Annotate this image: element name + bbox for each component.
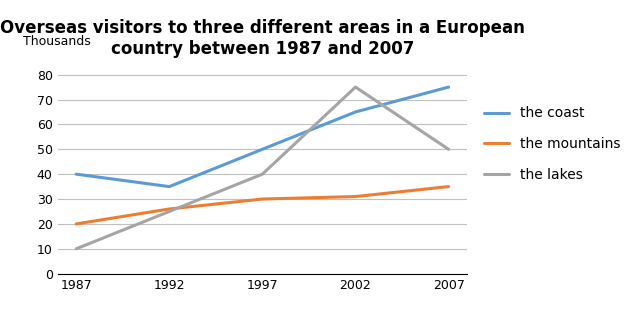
the mountains [72,222,80,226]
the lakes [351,85,359,89]
the lakes [445,147,452,151]
the mountains [351,195,359,198]
the coast [259,147,266,151]
Line: the coast: the coast [76,87,449,187]
Legend: the coast, the mountains, the lakes: the coast, the mountains, the lakes [478,101,626,187]
the lakes [166,210,173,213]
the mountains [259,197,266,201]
the coast [445,85,452,89]
the lakes [72,247,80,251]
the lakes [259,172,266,176]
the mountains [445,185,452,188]
Text: Thousands: Thousands [23,35,90,48]
Line: the lakes: the lakes [76,87,449,249]
Title: Overseas visitors to three different areas in a European
country between 1987 an: Overseas visitors to three different are… [0,19,525,58]
Line: the mountains: the mountains [76,187,449,224]
the mountains [166,207,173,211]
the coast [351,110,359,114]
the coast [166,185,173,188]
the coast [72,172,80,176]
